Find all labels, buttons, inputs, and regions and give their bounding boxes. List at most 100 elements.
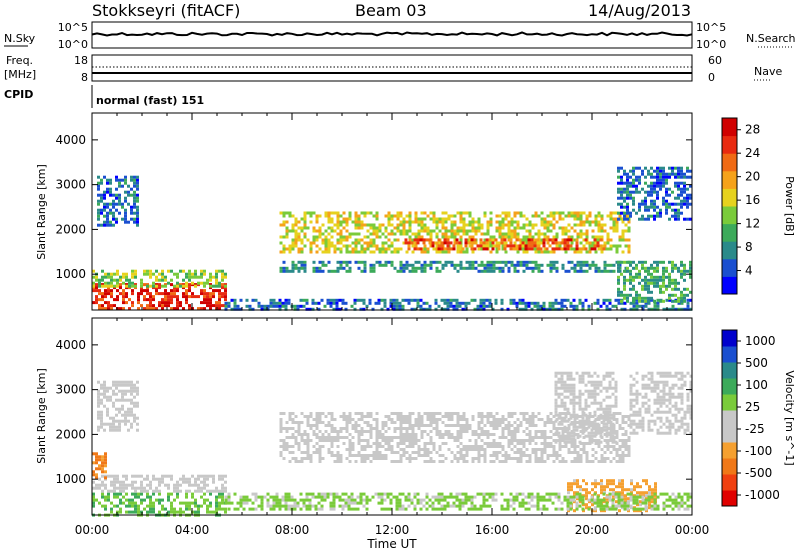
heatmap-cell-4: [375, 436, 379, 439]
heatmap-cell-4: [534, 448, 538, 451]
heatmap-cell-4: [426, 442, 430, 445]
heatmap-cell-5: [348, 266, 352, 270]
heatmap-cell-4: [561, 457, 565, 460]
heatmap-cell-4: [303, 415, 307, 418]
heatmap-cell-0: [122, 298, 125, 302]
heatmap-cell-4: [348, 460, 352, 463]
heatmap-cell-8: [623, 278, 626, 282]
heatmap-cell-4: [618, 424, 622, 427]
heatmap-cell-4: [456, 445, 460, 448]
heatmap-cell-8: [680, 269, 683, 273]
heatmap-cell-6: [512, 244, 516, 248]
heatmap-cell-7: [647, 419, 651, 423]
heatmap-cell-6: [654, 488, 657, 492]
heatmap-cell-7: [656, 386, 660, 390]
heatmap-cell-4: [453, 241, 457, 245]
heatmap-cell-4: [339, 235, 343, 239]
heatmap-cell-5: [555, 266, 559, 270]
heatmap-cell-4: [354, 241, 358, 245]
heatmap-cell-1: [110, 489, 113, 493]
heatmap-cell-7: [617, 217, 620, 221]
heatmap-cell-4: [423, 442, 427, 445]
heatmap-cell-4: [546, 457, 550, 460]
heatmap-cell-1: [155, 269, 158, 273]
heatmap-cell-7: [629, 398, 633, 402]
heatmap-cell-7: [647, 422, 651, 426]
heatmap-cell-4: [507, 415, 511, 418]
heatmap-cell-2: [109, 190, 112, 194]
heatmap-cell-3: [97, 425, 100, 429]
heatmap-cell-0: [206, 510, 209, 514]
heatmap-cell-7: [686, 169, 689, 173]
freq-tick-high: 18: [74, 54, 88, 67]
heatmap-cell-3: [458, 301, 462, 305]
heatmap-cell-5: [554, 410, 558, 414]
heatmap-cell-4: [405, 421, 409, 424]
heatmap-cell-8: [647, 278, 650, 282]
heatmap-cell-5: [450, 263, 454, 267]
heatmap-cell-4: [309, 454, 313, 457]
heatmap-cell-4: [453, 457, 457, 460]
heatmap-cell-0: [170, 510, 173, 514]
heatmap-cell-5: [554, 371, 558, 375]
heatmap-cell-0: [113, 304, 116, 308]
heatmap-cell-0: [95, 289, 98, 293]
heatmap-cell-4: [372, 442, 376, 445]
heatmap-cell-5: [605, 386, 609, 390]
heatmap-cell-7: [656, 166, 659, 170]
heatmap-cell-2: [136, 214, 139, 218]
heatmap-cell-0: [209, 283, 212, 287]
heatmap-cell-5: [584, 419, 588, 423]
heatmap-cell-4: [327, 232, 331, 236]
heatmap-cell-1: [101, 474, 104, 478]
heatmap-cell-1: [191, 272, 194, 276]
heatmap-cell-4: [567, 223, 571, 227]
heatmap-cell-4: [519, 421, 523, 424]
heatmap-cell-4: [429, 460, 433, 463]
heatmap-cell-4: [519, 226, 523, 230]
heatmap-cell-4: [564, 415, 568, 418]
heatmap-cell-8: [620, 290, 623, 294]
heatmap-cell-5: [578, 395, 582, 399]
heatmap-cell-1: [110, 474, 113, 478]
heatmap-cell-5: [557, 434, 561, 438]
heatmap-cell-7: [632, 392, 636, 396]
heatmap-cell-4: [288, 451, 292, 454]
heatmap-cell-0: [221, 495, 224, 499]
heatmap-cell-4: [501, 436, 505, 439]
heatmap-cell-4: [450, 424, 454, 427]
heatmap-cell-5: [303, 266, 307, 270]
heatmap-cell-6: [581, 247, 585, 251]
heatmap-cell-3: [365, 304, 369, 308]
heatmap-cell-8: [623, 287, 626, 291]
heatmap-cell-4: [525, 412, 529, 415]
heatmap-cell-5: [578, 419, 582, 423]
heatmap-cell-8: [626, 296, 629, 300]
heatmap-cell-4: [615, 430, 619, 433]
heatmap-cell-7: [647, 407, 651, 411]
heatmap-cell-3: [620, 307, 624, 311]
heatmap-cell-0: [215, 289, 218, 293]
heatmap-cell-4: [474, 232, 478, 236]
heatmap-cell-4: [363, 457, 367, 460]
heatmap-cell-1: [113, 272, 116, 276]
heatmap-cell-5: [489, 260, 493, 264]
heatmap-cell-4: [615, 220, 619, 224]
heatmap-cell-4: [510, 235, 514, 239]
heatmap-cell-3: [323, 304, 327, 308]
heatmap-cell-7: [626, 190, 629, 194]
heatmap-cell-4: [420, 436, 424, 439]
heatmap-cell-4: [408, 238, 412, 242]
heatmap-cell-4: [303, 211, 307, 215]
heatmap-cell-7: [617, 187, 620, 191]
heatmap-cell-5: [489, 266, 493, 270]
heatmap-cell-8: [689, 260, 692, 264]
heatmap-cell-5: [522, 263, 526, 267]
heatmap-cell-4: [441, 250, 445, 254]
heatmap-cell-2: [136, 208, 139, 212]
heatmap-cell-4: [519, 460, 523, 463]
heatmap-cell-0: [209, 501, 212, 505]
heatmap-cell-4: [438, 436, 442, 439]
heatmap-cell-6: [651, 500, 654, 504]
heatmap-cell-3: [644, 301, 648, 305]
